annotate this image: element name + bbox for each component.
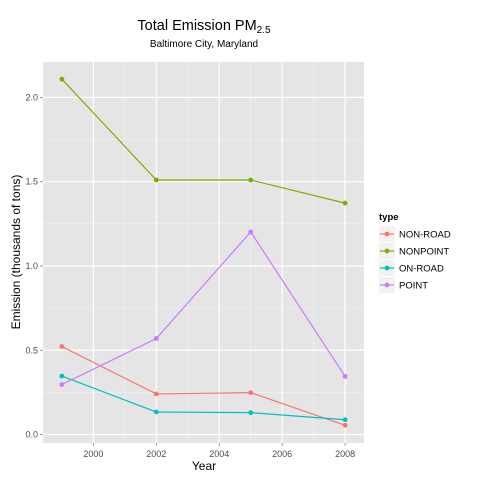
legend-label: NONPOINT: [399, 247, 449, 258]
data-point-non-road: [342, 422, 348, 428]
x-axis-label: Year: [192, 459, 216, 473]
series-line-point: [61, 230, 346, 386]
y-tick-label: 0.0: [25, 430, 38, 440]
data-point-on-road: [342, 417, 348, 423]
legend-label: POINT: [399, 281, 428, 292]
x-axis-ticks: 2000 2002 2004 2006 2008: [83, 443, 355, 459]
x-tick-label: 2004: [209, 449, 229, 459]
legend: type NON-ROAD NONPOINT ON-ROAD POINT: [379, 212, 451, 293]
legend-item-point: POINT: [379, 277, 428, 293]
data-point-non-road: [153, 391, 159, 397]
legend-key-point: [384, 248, 390, 254]
data-point-on-road: [153, 409, 159, 415]
legend-item-nonpoint: NONPOINT: [379, 243, 449, 259]
legend-item-non-road: NON-ROAD: [379, 226, 451, 242]
legend-label: NON-ROAD: [399, 230, 451, 241]
data-point-point: [248, 229, 254, 235]
chart-subtitle: Baltimore City, Maryland: [150, 39, 258, 50]
legend-title: type: [379, 212, 399, 223]
legend-item-on-road: ON-ROAD: [379, 260, 444, 276]
minor-grid: [43, 62, 364, 443]
y-tick-label: 1.5: [25, 177, 38, 187]
data-point-nonpoint: [248, 177, 254, 183]
data-point-nonpoint: [153, 177, 159, 183]
y-tick-label: 0.5: [25, 345, 38, 355]
data-point-point: [342, 374, 348, 379]
data-point-on-road: [248, 410, 254, 416]
plot-panel: [43, 62, 364, 443]
y-tick-label: 1.0: [25, 261, 38, 271]
data-point-non-road: [248, 390, 254, 395]
data-point-nonpoint: [342, 200, 348, 206]
data-point-point: [153, 336, 159, 341]
x-tick-label: 2008: [335, 449, 355, 459]
legend-items: NON-ROAD NONPOINT ON-ROAD POINT: [379, 226, 451, 293]
series-line-non-road: [61, 346, 346, 426]
data-point-on-road: [59, 373, 65, 379]
legend-key-point: [384, 265, 390, 271]
data-point-non-road: [59, 344, 65, 349]
major-grid: [43, 62, 364, 443]
chart-title-subscript: 2.5: [257, 25, 271, 36]
series-points: [59, 76, 348, 428]
y-axis-label: Emission (thousands of tons): [9, 175, 23, 330]
legend-label: ON-ROAD: [399, 264, 444, 275]
data-point-point: [59, 382, 65, 387]
legend-key-point: [384, 282, 390, 288]
x-tick-label: 2002: [146, 449, 166, 459]
series-lines: [61, 78, 346, 426]
y-axis-ticks: 0.0 0.5 1.0 1.5 2.0: [25, 92, 43, 440]
legend-key-point: [384, 231, 390, 237]
series-line-on-road: [61, 375, 346, 421]
y-tick-label: 2.0: [25, 92, 38, 102]
data-point-nonpoint: [59, 76, 65, 82]
x-tick-label: 2006: [272, 449, 292, 459]
x-tick-label: 2000: [83, 449, 103, 459]
chart-title: Total Emission PM2.5: [137, 18, 271, 36]
series-line-nonpoint: [61, 78, 346, 204]
